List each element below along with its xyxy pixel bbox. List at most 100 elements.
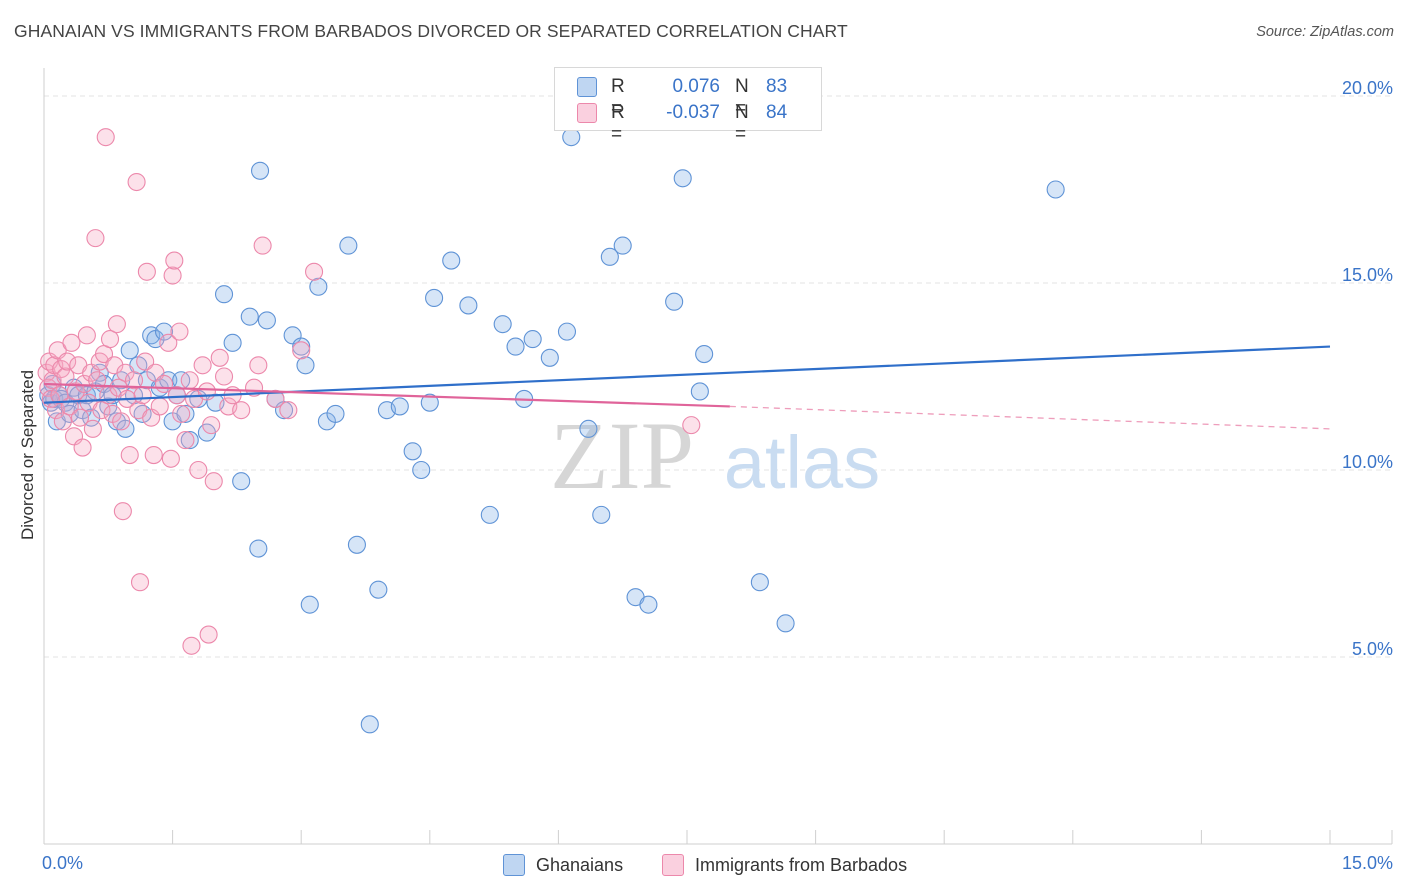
data-point-barbados — [249, 356, 268, 375]
y-tick-label: 15.0% — [1342, 265, 1393, 285]
axes — [43, 68, 1393, 845]
r-value: 0.076 — [672, 76, 720, 97]
x-tick-label: 15.0% — [1342, 853, 1393, 873]
data-point-ghanaians — [690, 382, 709, 401]
data-point-ghanaians — [639, 595, 658, 614]
data-point-ghanaians — [523, 330, 542, 349]
n-label: N = — [735, 76, 749, 119]
watermark-zip: ZIP — [550, 402, 694, 509]
data-point-ghanaians — [562, 128, 581, 147]
data-point-barbados — [214, 367, 234, 386]
data-point-barbados — [232, 401, 251, 420]
legend-stats: R = 0.076 N = 83 R = -0.037 N = 84 — [554, 67, 822, 145]
data-point-ghanaians — [592, 505, 611, 524]
data-point-ghanaians — [613, 236, 632, 255]
data-point-ghanaians — [180, 431, 199, 450]
data-point-barbados — [202, 416, 221, 435]
chart-title: GHANAIAN VS IMMIGRANTS FROM BARBADOS DIV… — [14, 21, 848, 41]
y-tick-label: 10.0% — [1342, 452, 1393, 472]
source-label: Source: ZipAtlas.com — [1256, 24, 1394, 40]
data-point-barbados — [58, 352, 77, 371]
data-point-ghanaians — [360, 715, 379, 734]
data-point-barbados — [305, 262, 324, 281]
data-point-barbados — [105, 356, 124, 375]
data-point-barbados — [197, 382, 216, 401]
data-point-ghanaians — [369, 580, 388, 599]
data-point-ghanaians — [750, 573, 769, 592]
legend-label-ghanaians: Ghanaians — [536, 855, 624, 875]
data-point-ghanaians — [442, 251, 461, 270]
data-point-ghanaians — [223, 333, 242, 352]
data-point-ghanaians — [695, 345, 714, 364]
data-point-ghanaians — [390, 397, 409, 416]
data-point-barbados — [170, 322, 189, 341]
data-point-barbados — [159, 333, 178, 352]
data-point-ghanaians — [309, 277, 328, 296]
data-point-ghanaians — [249, 539, 268, 558]
data-point-barbados — [53, 412, 72, 431]
data-point-ghanaians — [154, 322, 174, 341]
data-point-ghanaians — [557, 322, 577, 341]
data-point-barbados — [165, 251, 184, 270]
r-value: -0.037 — [666, 102, 720, 123]
n-value: 84 — [766, 102, 788, 123]
data-point-ghanaians — [339, 236, 358, 255]
data-point-ghanaians — [506, 337, 525, 356]
data-point-ghanaians — [579, 419, 598, 438]
data-point-ghanaians — [540, 348, 559, 367]
legend-swatch-ghanaians — [503, 854, 525, 876]
trend-line-barbados-extension — [729, 405, 1331, 430]
data-point-ghanaians — [665, 292, 684, 311]
data-point-barbados — [161, 449, 180, 468]
data-point-barbados — [279, 401, 298, 420]
legend-swatch-ghanaians — [577, 77, 597, 97]
legend-series: Ghanaians Immigrants from Barbados — [0, 853, 1406, 877]
data-point-barbados — [193, 356, 212, 375]
y-tick-label: 5.0% — [1352, 639, 1393, 659]
data-point-barbados — [180, 371, 199, 390]
data-point-barbados — [150, 397, 169, 416]
data-point-barbados — [176, 431, 195, 450]
data-point-ghanaians — [296, 356, 315, 375]
data-point-ghanaians — [412, 460, 431, 480]
data-point-barbados — [96, 128, 115, 147]
data-point-ghanaians — [600, 247, 619, 266]
data-point-barbados — [127, 172, 146, 192]
trend-lines — [43, 345, 1331, 430]
data-point-barbados — [266, 389, 285, 408]
n-value: 83 — [766, 76, 788, 97]
data-point-ghanaians — [776, 614, 795, 633]
tick-labels: 5.0% 10.0% 15.0% 20.0% 0.0% 15.0% — [42, 78, 1393, 873]
data-point-ghanaians — [120, 341, 139, 360]
data-point-barbados — [189, 460, 208, 480]
data-point-barbados — [107, 315, 126, 334]
data-point-barbados — [172, 404, 191, 423]
data-point-barbados — [83, 419, 102, 438]
data-point-ghanaians — [425, 288, 444, 308]
n-label: N = — [735, 102, 749, 145]
data-point-barbados — [163, 266, 182, 285]
data-point-barbados — [137, 262, 156, 281]
data-point-barbados — [204, 472, 223, 491]
data-point-ghanaians — [420, 393, 439, 412]
data-point-barbados — [77, 326, 96, 345]
data-point-ghanaians — [673, 169, 692, 188]
data-point-barbados — [120, 445, 139, 465]
data-point-ghanaians — [176, 404, 195, 423]
data-point-barbados — [253, 236, 272, 255]
data-point-barbados — [73, 438, 92, 457]
data-point-ghanaians — [347, 535, 366, 554]
data-point-ghanaians — [300, 595, 319, 614]
data-point-ghanaians — [250, 161, 270, 180]
data-point-ghanaians — [77, 386, 96, 405]
y-axis-label: Divorced or Separated — [18, 370, 37, 540]
data-point-barbados — [167, 386, 186, 405]
y-tick-label: 20.0% — [1342, 78, 1393, 98]
watermark: ZIP atlas — [550, 402, 880, 509]
data-point-barbados — [133, 386, 152, 405]
data-point-ghanaians — [240, 307, 259, 326]
data-point-ghanaians — [326, 404, 345, 423]
data-point-barbados — [62, 333, 81, 352]
data-point-barbados — [113, 502, 132, 521]
